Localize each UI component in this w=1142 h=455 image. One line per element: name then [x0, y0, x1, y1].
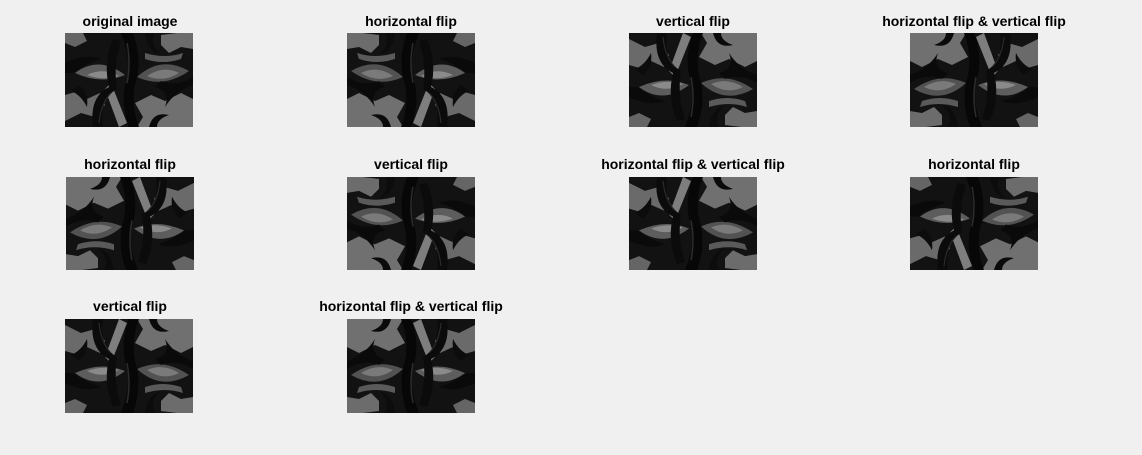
subplot-horizontal-flip: horizontal flip: [844, 143, 1104, 270]
subplot-horizontal-vertical-flip: horizontal flip & vertical flip: [281, 285, 541, 413]
flipped-image: [65, 33, 193, 127]
flipped-image: [629, 177, 757, 270]
flipped-image: [629, 33, 757, 127]
subplot-title: horizontal flip & vertical flip: [882, 13, 1066, 29]
subplot-title: horizontal flip & vertical flip: [319, 298, 503, 314]
subplot-horizontal-vertical-flip: horizontal flip & vertical flip: [844, 0, 1104, 127]
subplot-original-image: original image: [0, 0, 260, 127]
flipped-image: [347, 319, 475, 413]
subplot-vertical-flip: vertical flip: [0, 285, 260, 413]
subplot-title: vertical flip: [374, 156, 448, 172]
subplot-horizontal-vertical-flip: horizontal flip & vertical flip: [563, 143, 823, 270]
subplot-title: original image: [82, 13, 178, 29]
subplot-title: horizontal flip: [365, 13, 457, 29]
subplot-vertical-flip: vertical flip: [563, 0, 823, 127]
flipped-image: [910, 177, 1038, 270]
subplot-title: vertical flip: [93, 298, 167, 314]
flipped-image: [347, 177, 475, 270]
subplot-horizontal-flip: horizontal flip: [0, 143, 260, 270]
subplot-title: horizontal flip & vertical flip: [601, 156, 785, 172]
subplot-horizontal-flip: horizontal flip: [281, 0, 541, 127]
subplot-title: vertical flip: [656, 13, 730, 29]
flipped-image: [66, 177, 194, 270]
flipped-image: [910, 33, 1038, 127]
flipped-image: [65, 319, 193, 413]
subplot-title: horizontal flip: [928, 156, 1020, 172]
flipped-image: [347, 33, 475, 127]
subplot-vertical-flip: vertical flip: [281, 143, 541, 270]
subplot-title: horizontal flip: [84, 156, 176, 172]
